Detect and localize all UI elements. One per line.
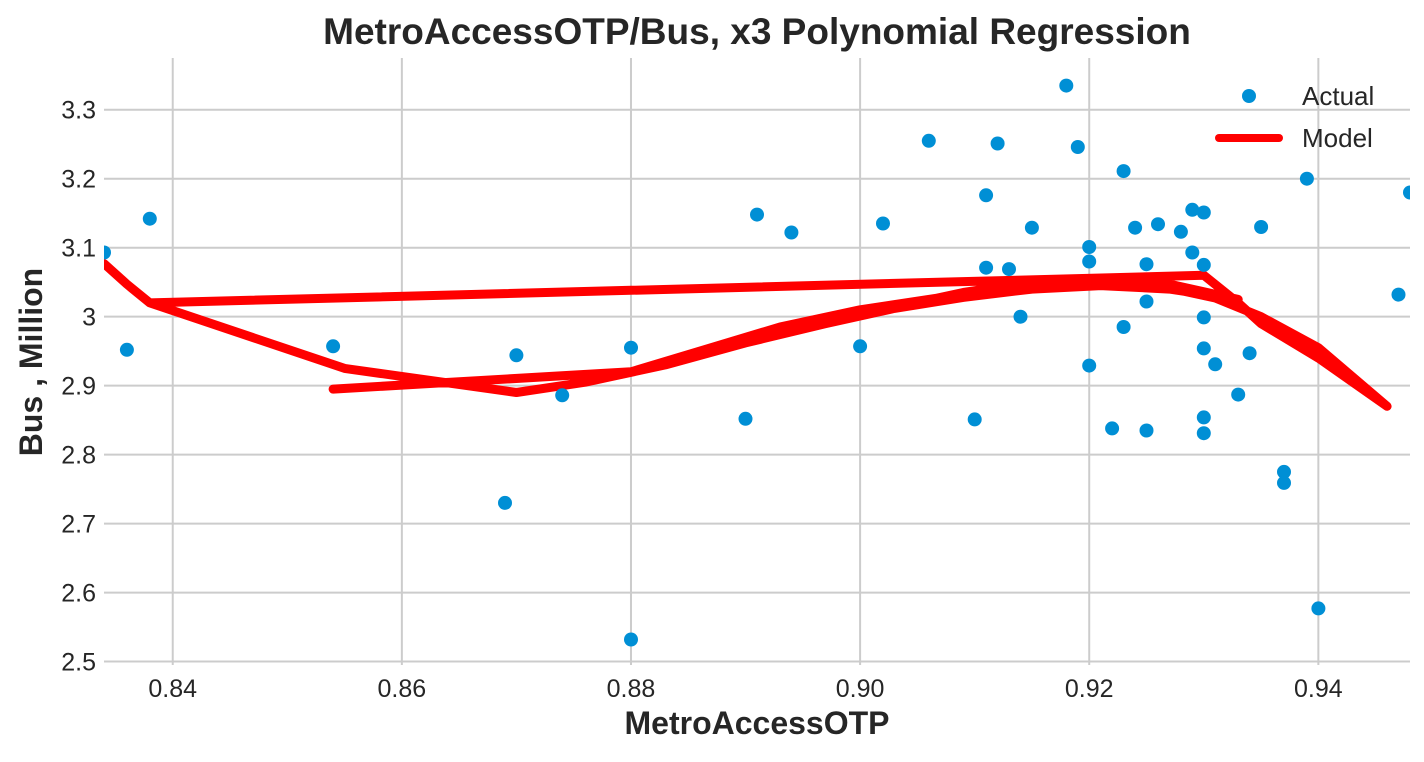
actual-point [1185,202,1200,217]
y-tick-label: 2.9 [61,373,96,401]
actual-point [1185,245,1200,260]
actual-point [1277,464,1291,479]
actual-point [979,260,994,275]
actual-point [1242,346,1257,361]
actual-point [876,216,890,231]
y-tick-label: 2.5 [61,649,96,677]
actual-point [509,348,524,363]
model-series [104,259,1392,411]
y-tick-label: 3.1 [61,235,96,263]
actual-point [1151,217,1165,232]
actual-point [853,339,868,354]
actual-point [1277,475,1291,490]
actual-point [1139,294,1154,309]
legend: Actual Model [1215,81,1374,153]
actual-point [979,188,994,203]
y-tick-label: 3 [82,304,96,332]
legend-actual-marker [1242,89,1256,103]
chart-title: MetroAccessOTP/Bus, x3 Polynomial Regres… [323,11,1191,52]
actual-point [1254,220,1269,234]
x-tick-label: 0.94 [1294,675,1343,703]
y-tick-labels: 2.5 2.6 2.7 2.8 2.9 3 3.1 3.2 3.3 [61,97,96,677]
actual-point [990,136,1005,151]
actual-point [1196,410,1211,425]
x-tick-label: 0.84 [148,675,197,703]
actual-point [1116,320,1131,334]
actual-point [104,245,111,260]
actual-point [1139,423,1154,438]
actual-point [1299,171,1314,186]
actual-point [1070,140,1085,154]
actual-point [1196,205,1211,220]
actual-point [326,339,341,354]
x-axis-label: MetroAccessOTP [625,705,890,741]
actual-point [1311,601,1326,616]
model-line [104,259,1392,411]
actual-point [1403,185,1410,200]
actual-point [1024,220,1039,235]
actual-point [1173,224,1188,239]
x-tick-labels: 0.84 0.86 0.88 0.90 0.92 0.94 [148,675,1342,703]
actual-point [784,225,799,240]
actual-point [1082,254,1097,269]
actual-point [1082,240,1097,254]
actual-point [555,388,570,403]
y-tick-label: 3.3 [61,97,96,125]
x-tick-label: 0.90 [836,675,885,703]
actual-point [1231,387,1246,402]
y-tick-label: 2.8 [61,442,96,470]
actual-point [1059,78,1074,93]
actual-point [142,211,157,226]
actual-point [750,207,764,222]
actual-point [1116,164,1131,179]
actual-point [1196,426,1211,441]
actual-point [1208,357,1223,372]
y-tick-label: 3.2 [61,166,96,194]
actual-series [104,78,1410,647]
actual-point [1196,341,1211,356]
actual-point [1105,421,1120,436]
y-axis-label: Bus , Million [13,268,49,456]
x-tick-label: 0.86 [378,675,427,703]
legend-model-label: Model [1302,123,1373,153]
actual-point [921,133,936,148]
actual-point [1391,287,1406,302]
actual-point [624,632,638,647]
actual-point [1139,257,1154,272]
legend-actual-label: Actual [1302,81,1374,111]
actual-point [1002,262,1016,277]
actual-point [119,342,134,357]
actual-point [1196,310,1211,325]
x-tick-label: 0.92 [1065,675,1114,703]
actual-point [1128,220,1143,235]
actual-point [498,495,512,510]
actual-point [738,411,753,426]
actual-point [1196,257,1211,272]
y-tick-label: 2.6 [61,580,96,608]
actual-point [967,412,982,427]
actual-point [1082,358,1097,373]
actual-point [624,340,638,355]
y-tick-label: 2.7 [61,511,96,539]
plot-area [104,78,1410,647]
actual-point [1013,309,1028,324]
x-tick-label: 0.88 [607,675,656,703]
